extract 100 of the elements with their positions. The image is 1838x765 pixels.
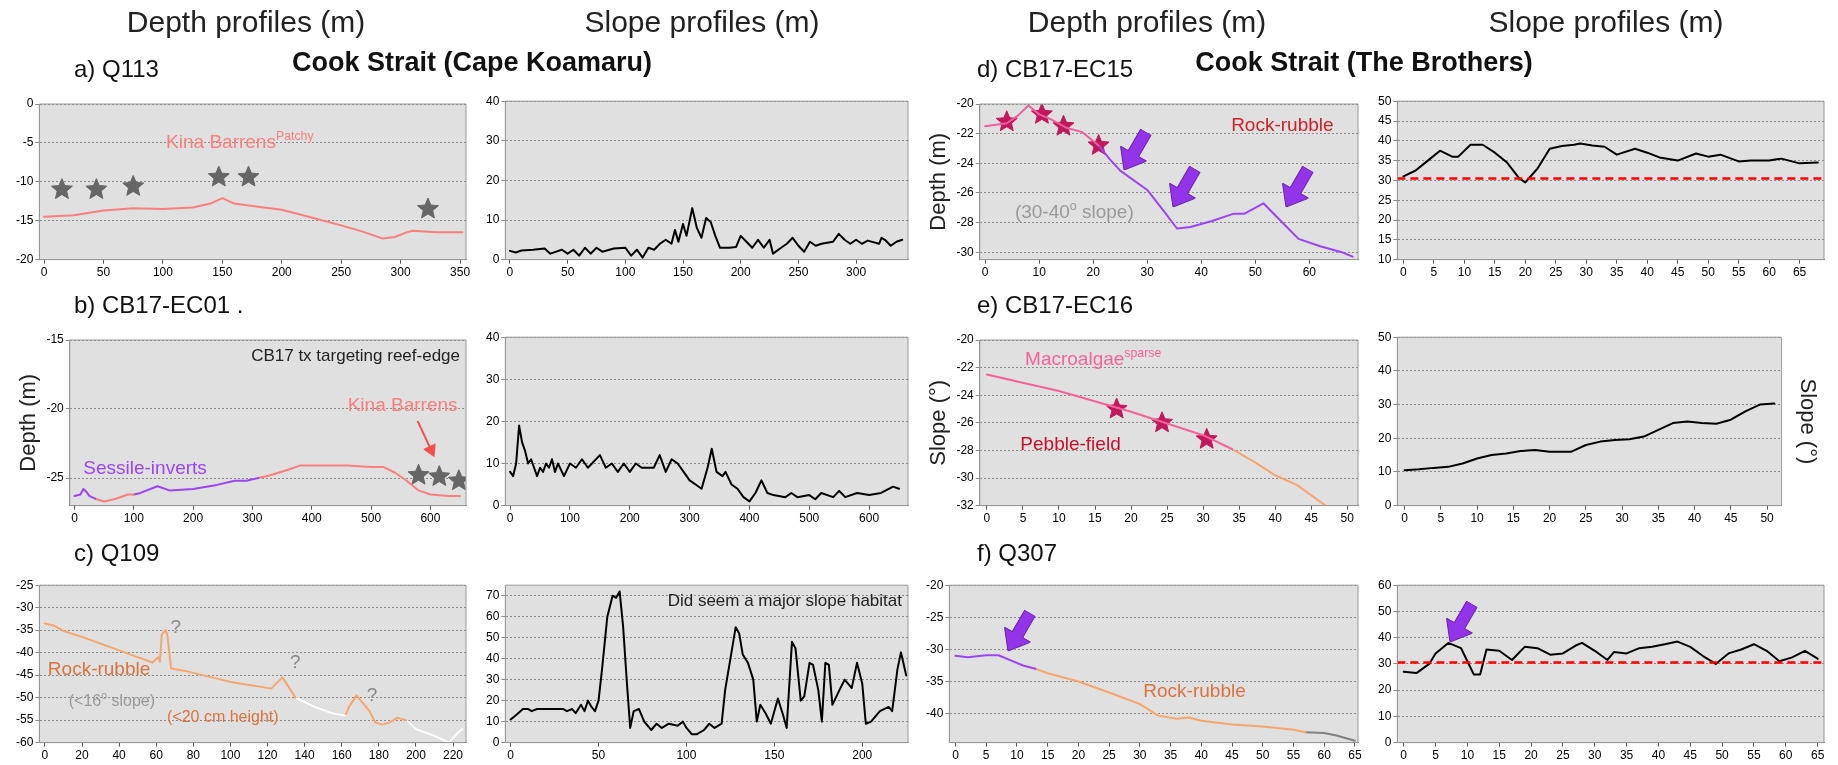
x-tick-label: 160 <box>331 748 353 763</box>
y-tick-label: 10 <box>485 455 500 470</box>
y-tick-label: 0 <box>1384 497 1392 512</box>
y-tick-label: -30 <box>16 600 34 614</box>
y-tick-label: -45 <box>16 667 34 682</box>
y-tick-label: 20 <box>1377 682 1392 697</box>
y-tick-label: -15 <box>46 332 65 347</box>
x-tick-label: 300 <box>846 265 867 280</box>
y-tick-label: -25 <box>926 609 944 624</box>
chart-subtitle: Depth profiles (m) <box>1027 5 1267 38</box>
x-tick-label: 0 <box>71 511 79 526</box>
y-tick-label: -24 <box>956 155 975 170</box>
x-tick-label: 200 <box>852 748 873 763</box>
y-tick-label: -30 <box>926 641 944 656</box>
x-tick-label: 50 <box>1256 748 1270 763</box>
y-tick-label: 30 <box>1377 656 1392 671</box>
x-tick-label: 100 <box>123 511 145 526</box>
y-tick-label: -50 <box>16 689 34 704</box>
x-tick-label: 20 <box>1071 748 1086 763</box>
x-tick-label: 65 <box>1792 265 1807 280</box>
y-tick-label: 30 <box>1377 396 1392 411</box>
x-tick-label: 40 <box>112 748 127 763</box>
y-tick-label: -28 <box>956 442 975 457</box>
x-tick-label: 30 <box>1196 511 1211 526</box>
x-tick-label: 15 <box>1040 748 1055 763</box>
annotation: Sessile-inverts <box>83 457 207 479</box>
x-tick-label: 25 <box>1549 265 1563 280</box>
x-tick-label: 20 <box>1124 511 1139 526</box>
x-tick-label: 0 <box>983 511 991 526</box>
x-tick-label: 100 <box>615 265 636 280</box>
x-tick-label: 400 <box>301 511 323 526</box>
y-tick-label: -35 <box>16 622 34 637</box>
y-tick-label: 0 <box>492 497 500 512</box>
x-tick-label: 600 <box>420 511 441 526</box>
y-tick-label: 70 <box>485 588 500 603</box>
chart-title: Cook Strait (The Brothers) <box>1195 47 1533 78</box>
x-tick-label: 140 <box>294 748 315 763</box>
x-tick-label: 50 <box>591 748 606 763</box>
y-tick-label: 40 <box>485 650 500 665</box>
y-tick-label: 40 <box>485 93 500 108</box>
x-tick-label: 35 <box>1651 511 1666 526</box>
x-tick-label: 10 <box>1010 748 1024 763</box>
x-tick-label: 60 <box>1762 265 1777 280</box>
y-tick-label: -22 <box>956 125 975 140</box>
x-tick-label: 40 <box>1268 511 1283 526</box>
x-tick-label: 200 <box>271 265 293 280</box>
x-tick-label: 0 <box>1400 748 1408 763</box>
x-tick-label: 0 <box>1400 265 1408 280</box>
x-tick-label: 20 <box>1086 265 1101 280</box>
x-tick-label: 15 <box>1088 511 1103 526</box>
annotation: Did seem a major slope habitat <box>667 590 903 610</box>
x-tick-label: 50 <box>1715 748 1730 763</box>
y-tick-label: 50 <box>485 629 500 644</box>
y-tick-label: -30 <box>956 470 975 485</box>
y-tick-label: 30 <box>1377 172 1392 187</box>
x-tick-label: 20 <box>1524 748 1539 763</box>
y-tick-label: 40 <box>485 329 500 344</box>
x-tick-label: 50 <box>560 265 575 280</box>
y-tick-label: 60 <box>1377 577 1392 592</box>
y-tick-label: -5 <box>22 135 34 150</box>
y-tick-label: -26 <box>956 185 975 200</box>
x-tick-label: 250 <box>331 265 352 280</box>
x-tick-label: 10 <box>1032 265 1047 280</box>
x-tick-label: 0 <box>507 748 515 763</box>
annotation: Rock-rubble <box>1143 680 1246 702</box>
chart-title: b) CB17-EC01 . <box>74 291 244 319</box>
y-tick-label: -15 <box>16 213 34 228</box>
y-tick-label: 0 <box>1384 734 1392 749</box>
annotation: Rock-rubble <box>47 658 151 680</box>
x-tick-label: 5 <box>1432 748 1440 763</box>
x-tick-label: 60 <box>1302 265 1317 280</box>
x-tick-label: 35 <box>1619 748 1634 763</box>
x-tick-label: 60 <box>1779 748 1793 763</box>
x-tick-label: 35 <box>1610 265 1624 280</box>
x-tick-label: 40 <box>1194 265 1209 280</box>
x-tick-label: 25 <box>1160 511 1175 526</box>
y-axis-title: Depth (m) <box>15 373 41 472</box>
y-axis-title: Depth (m) <box>925 132 951 231</box>
y-tick-label: 35 <box>1377 152 1392 167</box>
x-tick-label: 40 <box>1194 748 1209 763</box>
x-tick-label: 300 <box>679 511 700 526</box>
y-tick-label: 30 <box>485 671 500 686</box>
x-tick-label: 0 <box>506 265 514 280</box>
x-tick-label: 30 <box>1615 511 1630 526</box>
y-tick-label: -25 <box>46 470 65 485</box>
x-tick-label: 50 <box>1340 511 1355 526</box>
y-tick-label: 50 <box>1377 93 1392 108</box>
y-tick-label: -55 <box>16 712 34 727</box>
chart-subtitle: Depth profiles (m) <box>126 5 366 38</box>
y-tick-label: 10 <box>485 212 500 227</box>
y-tick-label: -35 <box>926 673 944 688</box>
x-tick-label: 250 <box>788 265 809 280</box>
y-tick-label: -60 <box>16 734 34 749</box>
x-tick-label: 45 <box>1683 748 1698 763</box>
x-tick-label: 20 <box>75 748 89 763</box>
y2-axis-title: Slope (°) <box>1795 378 1821 465</box>
y-tick-label: -10 <box>16 174 34 189</box>
x-tick-label: 500 <box>361 511 382 526</box>
y-tick-label: 60 <box>485 608 500 623</box>
x-tick-label: 60 <box>1317 748 1332 763</box>
